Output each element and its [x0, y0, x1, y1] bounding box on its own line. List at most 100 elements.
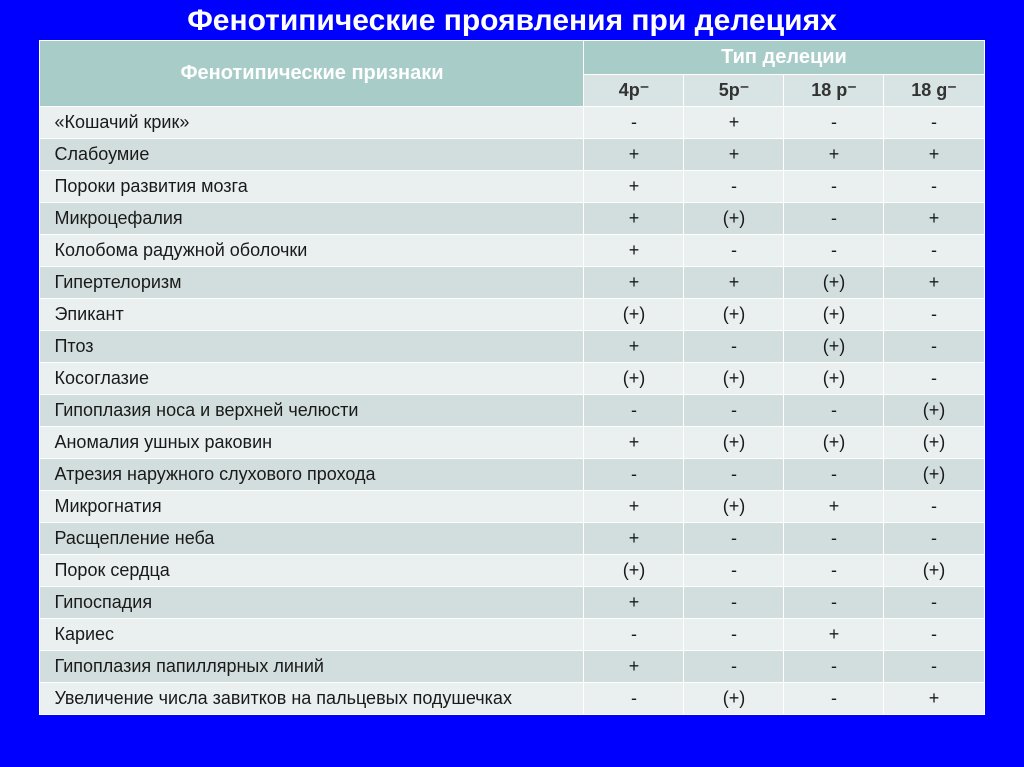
value-cell: (+): [884, 427, 984, 459]
value-cell: (+): [784, 331, 884, 363]
value-cell: -: [884, 107, 984, 139]
value-cell: -: [684, 651, 784, 683]
value-cell: +: [784, 491, 884, 523]
value-cell: +: [584, 427, 684, 459]
table-row: Кариес--+-: [40, 619, 984, 651]
header-col-1: 5р⁻: [684, 75, 784, 107]
value-cell: -: [884, 171, 984, 203]
feature-label: Атрезия наружного слухового прохода: [40, 459, 584, 491]
value-cell: +: [884, 267, 984, 299]
value-cell: +: [584, 235, 684, 267]
value-cell: -: [684, 331, 784, 363]
table-row: Микроцефалия+(+)-+: [40, 203, 984, 235]
feature-label: Слабоумие: [40, 139, 584, 171]
value-cell: +: [884, 203, 984, 235]
value-cell: -: [884, 299, 984, 331]
slide-title: Фенотипические проявления при делециях: [0, 0, 1024, 40]
value-cell: (+): [884, 395, 984, 427]
value-cell: -: [784, 683, 884, 715]
value-cell: -: [584, 683, 684, 715]
table-row: Гипоспадия+---: [40, 587, 984, 619]
feature-label: Гипоплазия носа и верхней челюсти: [40, 395, 584, 427]
feature-label: Расщепление неба: [40, 523, 584, 555]
feature-label: Гипоспадия: [40, 587, 584, 619]
value-cell: +: [884, 683, 984, 715]
table-row: «Кошачий крик»-+--: [40, 107, 984, 139]
header-col-2: 18 р⁻: [784, 75, 884, 107]
value-cell: -: [684, 459, 784, 491]
table-row: Гипоплазия папиллярных линий+---: [40, 651, 984, 683]
header-deletion-type: Тип делеции: [584, 41, 984, 75]
value-cell: -: [584, 619, 684, 651]
value-cell: -: [584, 459, 684, 491]
value-cell: +: [584, 139, 684, 171]
value-cell: (+): [684, 683, 784, 715]
value-cell: (+): [584, 555, 684, 587]
table-row: Порок сердца(+)--(+): [40, 555, 984, 587]
value-cell: -: [684, 555, 784, 587]
value-cell: -: [684, 235, 784, 267]
value-cell: (+): [884, 459, 984, 491]
phenotype-table: Фенотипические признаки Тип делеции 4р⁻ …: [39, 40, 984, 715]
value-cell: -: [784, 107, 884, 139]
table-row: Гипоплазия носа и верхней челюсти---(+): [40, 395, 984, 427]
value-cell: -: [684, 619, 784, 651]
value-cell: +: [584, 171, 684, 203]
value-cell: -: [884, 523, 984, 555]
value-cell: +: [784, 619, 884, 651]
value-cell: -: [884, 331, 984, 363]
table-row: Слабоумие++++: [40, 139, 984, 171]
value-cell: -: [784, 235, 884, 267]
value-cell: (+): [684, 491, 784, 523]
value-cell: +: [584, 491, 684, 523]
table-row: Эпикант(+)(+)(+)-: [40, 299, 984, 331]
value-cell: +: [884, 139, 984, 171]
feature-label: Эпикант: [40, 299, 584, 331]
value-cell: -: [884, 619, 984, 651]
feature-label: Аномалия ушных раковин: [40, 427, 584, 459]
table-head: Фенотипические признаки Тип делеции 4р⁻ …: [40, 41, 984, 107]
table-row: Колобома радужной оболочки+---: [40, 235, 984, 267]
value-cell: -: [584, 395, 684, 427]
value-cell: -: [784, 651, 884, 683]
value-cell: +: [584, 331, 684, 363]
value-cell: (+): [784, 427, 884, 459]
table-row: Микрогнатия+(+)+-: [40, 491, 984, 523]
feature-label: Гипоплазия папиллярных линий: [40, 651, 584, 683]
feature-label: «Кошачий крик»: [40, 107, 584, 139]
feature-label: Микрогнатия: [40, 491, 584, 523]
value-cell: -: [784, 555, 884, 587]
feature-label: Кариес: [40, 619, 584, 651]
value-cell: (+): [784, 267, 884, 299]
feature-label: Колобома радужной оболочки: [40, 235, 584, 267]
value-cell: -: [884, 235, 984, 267]
value-cell: (+): [684, 427, 784, 459]
value-cell: -: [884, 651, 984, 683]
value-cell: +: [584, 267, 684, 299]
value-cell: (+): [584, 299, 684, 331]
value-cell: (+): [784, 299, 884, 331]
value-cell: -: [884, 491, 984, 523]
header-col-3: 18 g⁻: [884, 75, 984, 107]
feature-label: Пороки развития мозга: [40, 171, 584, 203]
value-cell: +: [584, 523, 684, 555]
table-row: Аномалия ушных раковин+(+)(+)(+): [40, 427, 984, 459]
table-row: Пороки развития мозга+---: [40, 171, 984, 203]
value-cell: -: [684, 587, 784, 619]
value-cell: -: [784, 523, 884, 555]
value-cell: (+): [584, 363, 684, 395]
table-body: «Кошачий крик»-+--Слабоумие++++Пороки ра…: [40, 107, 984, 715]
table-row: Расщепление неба+---: [40, 523, 984, 555]
table-row: Птоз+-(+)-: [40, 331, 984, 363]
value-cell: +: [784, 139, 884, 171]
value-cell: -: [684, 395, 784, 427]
value-cell: -: [584, 107, 684, 139]
value-cell: -: [884, 587, 984, 619]
table-row: Косоглазие(+)(+)(+)-: [40, 363, 984, 395]
table-row: Увеличение числа завитков на пальцевых п…: [40, 683, 984, 715]
value-cell: (+): [684, 203, 784, 235]
value-cell: -: [684, 523, 784, 555]
feature-label: Увеличение числа завитков на пальцевых п…: [40, 683, 584, 715]
feature-label: Микроцефалия: [40, 203, 584, 235]
header-features: Фенотипические признаки: [40, 41, 584, 107]
